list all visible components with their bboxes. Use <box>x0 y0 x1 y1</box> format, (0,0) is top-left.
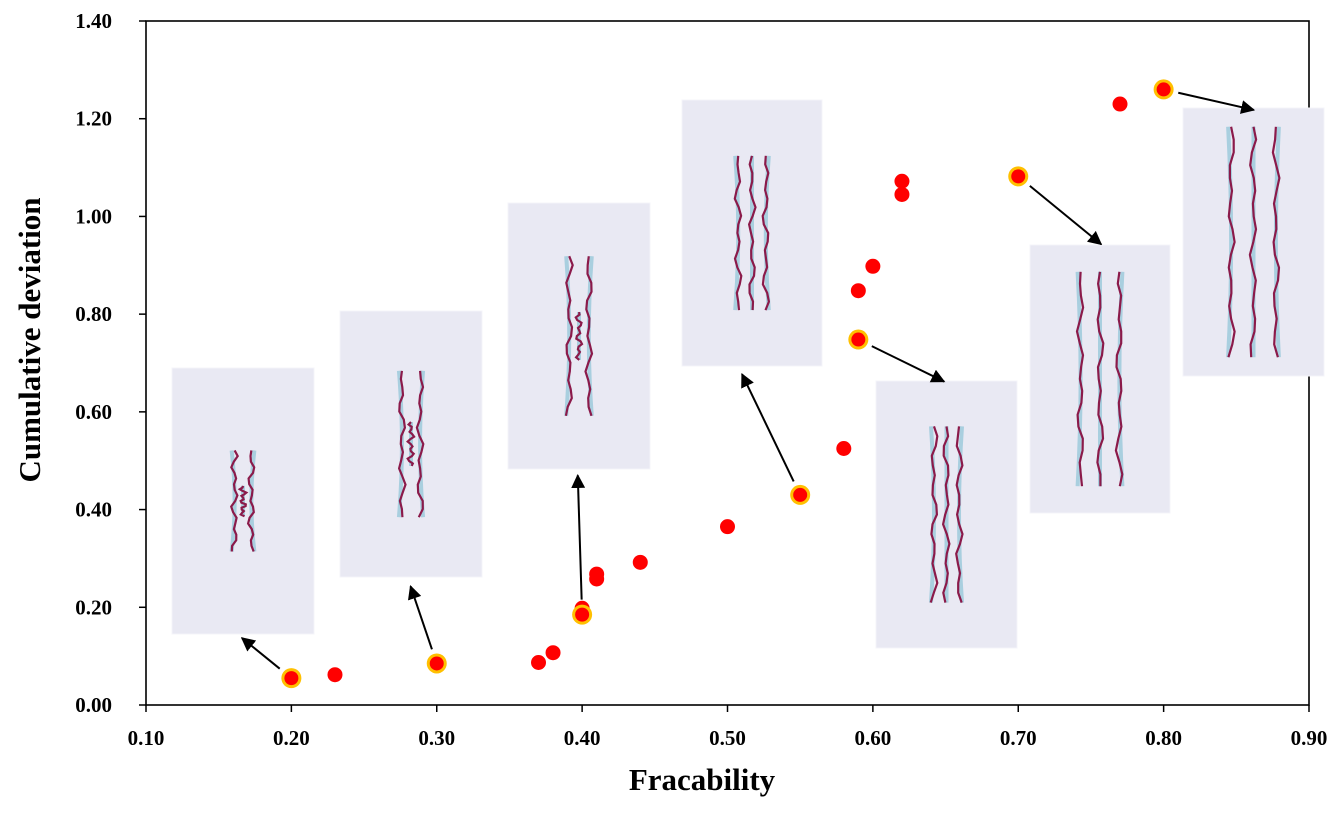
y-tick-label: 0.40 <box>75 498 112 522</box>
x-tick-label: 0.80 <box>1145 726 1182 750</box>
fracture-line <box>733 155 743 311</box>
fracture-line <box>929 426 939 603</box>
inset-background <box>507 202 651 470</box>
fracture-inset <box>875 380 1018 649</box>
highlighted-data-point <box>851 332 866 347</box>
x-tick-label: 0.30 <box>418 726 455 750</box>
data-point <box>836 441 852 456</box>
fracture-line <box>415 370 425 518</box>
inset-arrows <box>240 91 1256 670</box>
fracture-line <box>246 450 256 552</box>
fracture-line <box>1248 126 1258 358</box>
fracture-line <box>747 155 757 311</box>
data-point <box>720 519 735 535</box>
x-tick-label: 0.40 <box>564 726 601 750</box>
inset-background <box>875 380 1018 649</box>
fracture-line <box>406 421 416 467</box>
fracture-line <box>1227 126 1236 358</box>
data-point <box>589 566 605 582</box>
fracture-inset <box>171 367 315 635</box>
y-tick-label: 1.40 <box>75 9 112 33</box>
inset-arrow <box>240 637 281 670</box>
fracture-inset <box>1029 244 1171 514</box>
inset-arrow <box>1029 185 1103 246</box>
fracture-line <box>1096 271 1105 487</box>
inset-arrow <box>871 345 946 383</box>
fracture-line <box>761 155 771 311</box>
fracture-halo <box>928 426 936 603</box>
fracture-line <box>1075 271 1085 487</box>
fracture-line <box>397 370 407 518</box>
fracture-inset <box>1182 107 1325 377</box>
inset-arrow <box>407 584 433 650</box>
x-tick-label: 0.70 <box>1000 726 1037 750</box>
highlighted-data-point <box>1011 169 1026 184</box>
x-tick-label: 0.50 <box>709 726 746 750</box>
inset-arrow <box>741 372 795 482</box>
fracture-line <box>564 255 574 417</box>
fracture-line <box>237 485 249 518</box>
data-point <box>850 283 866 299</box>
fracture-halo <box>586 256 594 416</box>
fracture-inset <box>339 310 483 578</box>
x-tick-label: 0.90 <box>1291 726 1328 750</box>
data-point <box>1112 96 1128 112</box>
inset-arrow <box>571 473 586 600</box>
data-point <box>894 186 910 202</box>
fracture-line <box>584 256 594 417</box>
x-axis-title: Fracability <box>629 762 776 797</box>
inset-background <box>171 367 315 635</box>
data-point <box>865 258 881 274</box>
inset-arrow <box>1178 91 1256 114</box>
fracture-line <box>574 311 584 361</box>
fracture-inset <box>507 202 651 470</box>
highlighted-data-point <box>284 671 299 686</box>
y-axis-ticks: 0.00 0.20 0.40 0.60 0.80 1.00 1.20 1.40 <box>75 9 146 717</box>
fracture-halo <box>1273 126 1281 358</box>
fracture-inset <box>681 99 823 367</box>
data-point <box>531 654 547 670</box>
data-point <box>894 173 910 189</box>
fracture-insets <box>171 99 1325 649</box>
fracture-halo <box>1226 126 1234 358</box>
x-axis-ticks: 0.10 0.20 0.30 0.40 0.50 0.60 0.70 0.80 0.90 <box>128 705 1328 750</box>
y-tick-label: 0.80 <box>75 302 112 326</box>
y-tick-label: 0.00 <box>75 693 112 717</box>
y-axis-title: Cumulative deviation <box>12 197 47 482</box>
data-point <box>632 554 648 570</box>
highlighted-data-point <box>793 487 808 502</box>
y-tick-label: 0.60 <box>75 400 112 424</box>
highlighted-data-point <box>429 656 444 671</box>
fracture-line <box>1114 271 1124 487</box>
fracture-line <box>1271 126 1281 358</box>
fracture-line <box>955 426 964 603</box>
x-tick-label: 0.10 <box>128 726 165 750</box>
data-points <box>281 79 1174 689</box>
highlighted-data-point <box>575 607 590 622</box>
y-tick-label: 1.00 <box>75 204 112 228</box>
y-tick-label: 1.20 <box>75 107 112 131</box>
fracture-line <box>229 449 239 552</box>
x-tick-label: 0.20 <box>273 726 310 750</box>
y-tick-label: 0.20 <box>75 595 112 619</box>
fracture-halo <box>564 256 572 416</box>
data-point <box>327 667 343 683</box>
x-tick-label: 0.60 <box>855 726 892 750</box>
fracture-line <box>941 426 951 603</box>
highlighted-data-point <box>1156 82 1171 97</box>
fracture-halo <box>957 426 965 603</box>
data-point <box>545 645 561 661</box>
